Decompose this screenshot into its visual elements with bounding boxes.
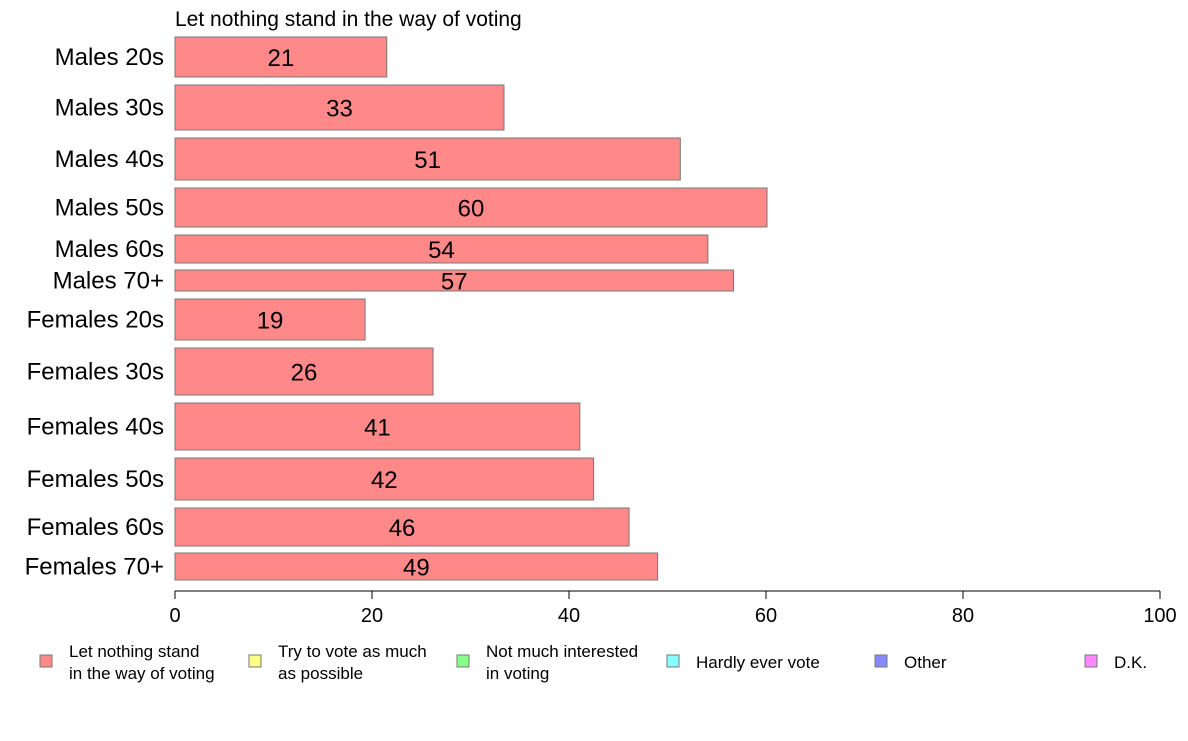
data-label: 60 <box>458 196 485 223</box>
bar <box>174 507 630 547</box>
category-label: Females 60s <box>27 514 164 541</box>
data-label: 51 <box>414 147 441 174</box>
legend-label: as possible <box>278 664 363 683</box>
legend-swatch <box>874 654 888 668</box>
data-label: 41 <box>364 415 391 442</box>
category-label: Females 20s <box>27 307 164 334</box>
legend-swatch <box>666 654 680 668</box>
bar <box>174 187 768 228</box>
legend-swatch <box>1084 654 1098 668</box>
category-label: Females 40s <box>27 414 164 441</box>
legend: Let nothing stand in the way of voting Try… <box>39 642 1147 683</box>
bar <box>174 552 659 581</box>
bar <box>174 457 595 501</box>
data-label: 33 <box>326 96 353 123</box>
legend-label: Other <box>904 653 947 672</box>
legend-label: in the way of voting <box>69 664 215 683</box>
bar <box>174 137 681 181</box>
data-label: 21 <box>268 45 295 72</box>
legend-swatch <box>248 654 262 668</box>
category-label: Males 70+ <box>53 268 164 295</box>
x-tick-label: 80 <box>952 605 974 627</box>
bar <box>174 36 388 78</box>
bar <box>174 347 434 396</box>
legend-swatch <box>39 654 53 668</box>
x-tick-label: 60 <box>755 605 777 627</box>
data-label: 42 <box>371 467 398 494</box>
x-tick-label: 20 <box>361 605 383 627</box>
legend-swatch <box>456 654 470 668</box>
x-tick-label: 100 <box>1143 605 1176 627</box>
data-label: 54 <box>428 237 455 264</box>
x-tick-label: 0 <box>169 605 180 627</box>
bars-group: Males 20s 21 Males 30s 33 Males 40s 51 Males 5… <box>25 36 768 582</box>
category-label: Females 30s <box>27 359 164 386</box>
category-label: Males 60s <box>55 236 164 263</box>
category-label: Females 70+ <box>25 554 164 581</box>
data-label: 57 <box>441 269 468 296</box>
legend-label: Let nothing stand <box>69 642 199 661</box>
data-label: 19 <box>257 308 284 335</box>
data-label: 46 <box>389 515 416 542</box>
x-tick-label: 40 <box>558 605 580 627</box>
bar <box>174 269 734 292</box>
bar <box>174 84 505 131</box>
category-label: Males 50s <box>55 195 164 222</box>
bar <box>174 298 366 341</box>
data-label: 26 <box>291 360 318 387</box>
category-label: Females 50s <box>27 466 164 493</box>
bar <box>174 402 581 451</box>
bar <box>174 234 709 264</box>
category-label: Males 40s <box>55 146 164 173</box>
legend-label: in voting <box>486 664 549 683</box>
legend-label: Try to vote as much <box>278 642 427 661</box>
category-label: Males 20s <box>55 44 164 71</box>
legend-label: Hardly ever vote <box>696 653 820 672</box>
chart-title: Let nothing stand in the way of voting <box>175 8 522 31</box>
legend-label: D.K. <box>1114 653 1147 672</box>
x-axis: 0 20 40 60 80 100 <box>169 590 1177 627</box>
legend-label: Not much interested <box>486 642 638 661</box>
data-label: 49 <box>403 555 430 582</box>
category-label: Males 30s <box>55 95 164 122</box>
